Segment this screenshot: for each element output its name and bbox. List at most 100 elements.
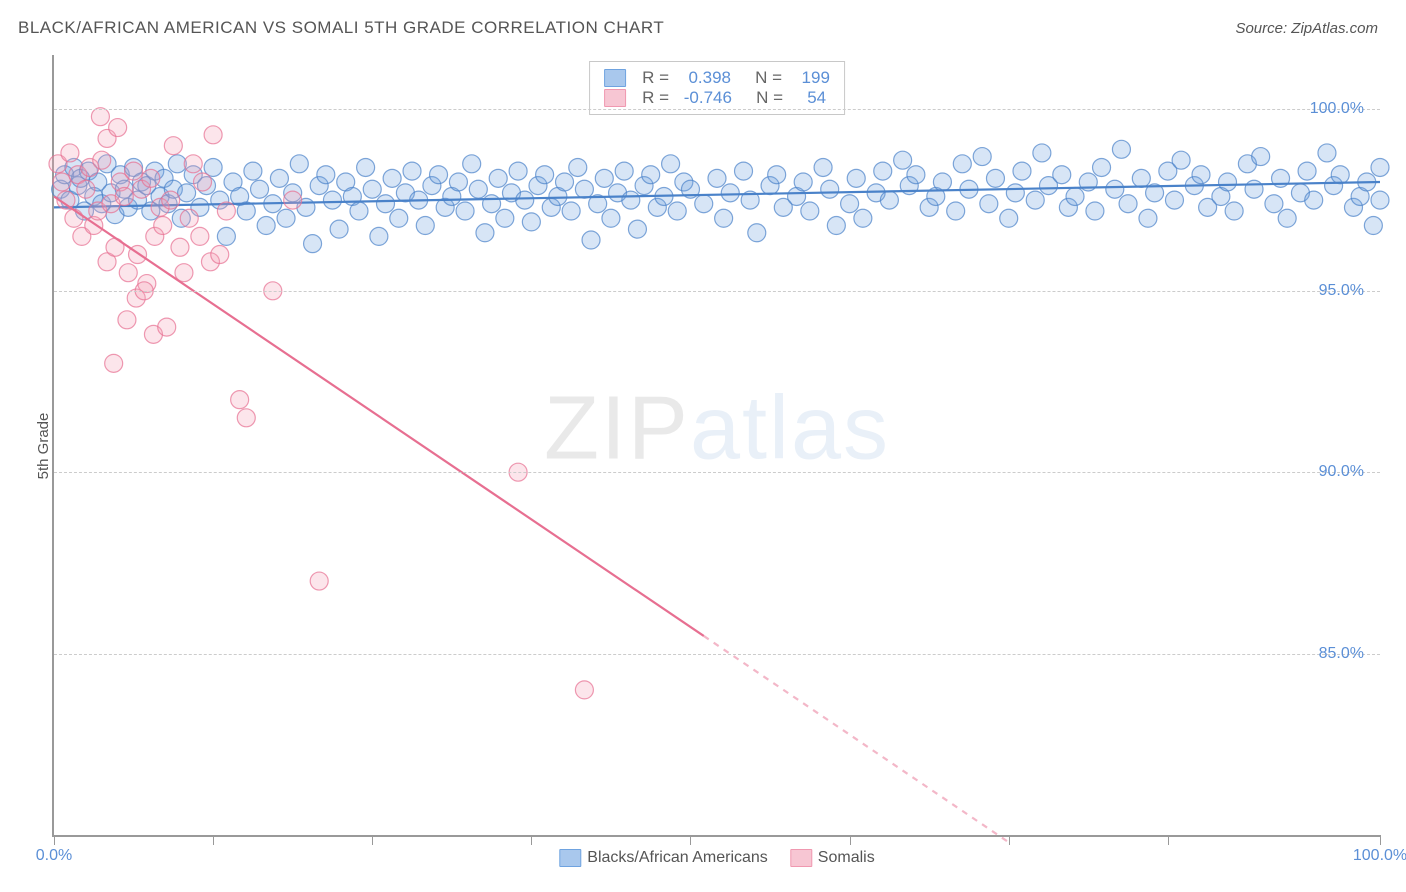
data-point: [211, 246, 229, 264]
data-point: [1192, 166, 1210, 184]
data-point: [562, 202, 580, 220]
legend-label-0: Blacks/African Americans: [587, 849, 768, 866]
data-point: [1086, 202, 1104, 220]
ytick-label: 95.0%: [1319, 282, 1364, 300]
data-point: [357, 158, 375, 176]
data-point: [1172, 151, 1190, 169]
data-point: [628, 220, 646, 238]
data-point: [350, 202, 368, 220]
data-point: [821, 180, 839, 198]
data-point: [556, 173, 574, 191]
data-point: [973, 148, 991, 166]
data-point: [953, 155, 971, 173]
data-point: [251, 180, 269, 198]
data-point: [168, 155, 186, 173]
data-point: [109, 119, 127, 137]
data-point: [449, 173, 467, 191]
data-point: [270, 169, 288, 187]
xtick: [54, 835, 55, 845]
stats-box: R = 0.398 N = 199 R = -0.746 N = 54: [589, 61, 845, 115]
stats-n-0: 199: [802, 68, 830, 88]
data-point: [476, 224, 494, 242]
stats-r-label: R =: [642, 88, 674, 108]
legend-swatch-1: [790, 849, 812, 867]
data-point: [1165, 191, 1183, 209]
xtick-label: 100.0%: [1353, 847, 1406, 865]
data-point: [1278, 209, 1296, 227]
data-point: [708, 169, 726, 187]
data-point: [61, 144, 79, 162]
data-point: [1053, 166, 1071, 184]
stats-n-label: N =: [742, 88, 797, 108]
data-point: [1066, 187, 1084, 205]
data-point: [1225, 202, 1243, 220]
data-point: [1119, 195, 1137, 213]
data-point: [204, 126, 222, 144]
data-point: [1364, 217, 1382, 235]
data-point: [463, 155, 481, 173]
data-point: [1371, 191, 1389, 209]
data-point: [1245, 180, 1263, 198]
legend-label-1: Somalis: [818, 849, 875, 866]
data-point: [907, 166, 925, 184]
data-point: [715, 209, 733, 227]
data-point: [191, 227, 209, 245]
data-point: [615, 162, 633, 180]
stats-r-label: R =: [642, 68, 678, 88]
data-point: [1106, 180, 1124, 198]
data-point: [217, 202, 235, 220]
data-point: [469, 180, 487, 198]
data-point: [456, 202, 474, 220]
stats-n-1: 54: [807, 88, 826, 108]
data-point: [986, 169, 1004, 187]
data-point: [390, 209, 408, 227]
data-point: [277, 209, 295, 227]
legend-swatch-0: [559, 849, 581, 867]
data-point: [522, 213, 540, 231]
data-point: [1331, 166, 1349, 184]
xtick: [1009, 835, 1010, 845]
data-point: [575, 180, 593, 198]
data-point: [1132, 169, 1150, 187]
data-point: [142, 169, 160, 187]
data-point: [65, 209, 83, 227]
data-point: [1265, 195, 1283, 213]
data-point: [304, 235, 322, 253]
xtick: [1380, 835, 1381, 845]
xtick: [213, 835, 214, 845]
data-point: [880, 191, 898, 209]
data-point: [1139, 209, 1157, 227]
xtick: [690, 835, 691, 845]
xtick: [1168, 835, 1169, 845]
xtick: [372, 835, 373, 845]
data-point: [642, 166, 660, 184]
data-point: [1033, 144, 1051, 162]
data-point: [244, 162, 262, 180]
data-point: [105, 354, 123, 372]
data-point: [1371, 158, 1389, 176]
data-point: [847, 169, 865, 187]
data-point: [801, 202, 819, 220]
data-point: [119, 264, 137, 282]
xtick: [531, 835, 532, 845]
data-point: [154, 217, 172, 235]
data-point: [115, 187, 133, 205]
data-point: [363, 180, 381, 198]
xtick: [850, 835, 851, 845]
data-point: [178, 184, 196, 202]
data-point: [827, 217, 845, 235]
ytick-label: 100.0%: [1310, 100, 1364, 118]
data-point: [162, 191, 180, 209]
data-point: [284, 191, 302, 209]
data-point: [310, 572, 328, 590]
data-point: [118, 311, 136, 329]
data-point: [509, 162, 527, 180]
data-point: [125, 162, 143, 180]
stats-r-0: 0.398: [688, 68, 731, 88]
data-point: [1298, 162, 1316, 180]
data-point: [516, 191, 534, 209]
gridline: [54, 472, 1380, 473]
data-point: [323, 191, 341, 209]
stats-row-0: R = 0.398 N = 199: [604, 68, 830, 88]
data-point: [695, 195, 713, 213]
